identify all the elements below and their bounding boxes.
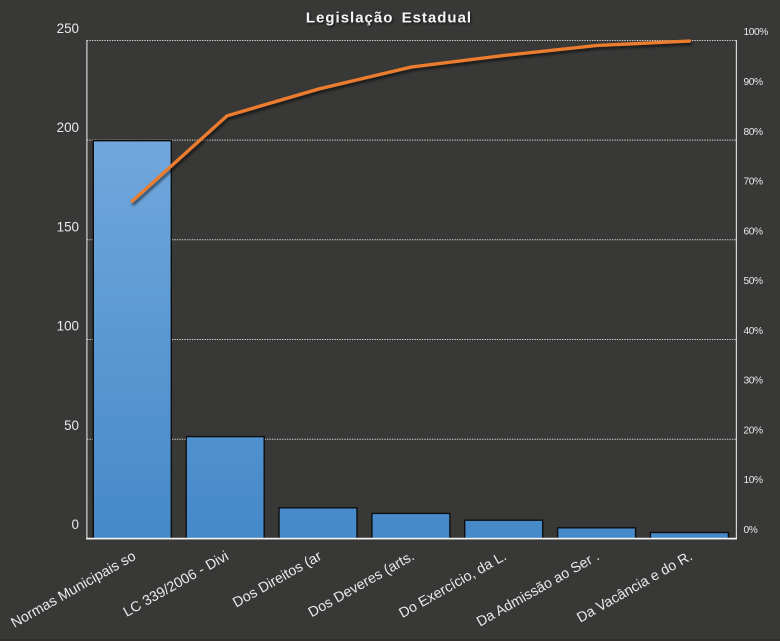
svg-text:50: 50 (64, 418, 79, 433)
svg-text:0: 0 (72, 517, 79, 532)
svg-text:90%: 90% (744, 77, 764, 88)
svg-text:50%: 50% (744, 276, 764, 287)
svg-text:40%: 40% (744, 326, 764, 337)
svg-text:0%: 0% (744, 525, 758, 536)
svg-text:80%: 80% (744, 127, 764, 138)
svg-text:10%: 10% (744, 475, 764, 486)
svg-text:Legislação Estadual: Legislação Estadual (306, 10, 472, 27)
svg-text:60%: 60% (744, 226, 764, 237)
svg-text:30%: 30% (744, 376, 764, 387)
svg-text:100%: 100% (744, 27, 769, 38)
svg-text:150: 150 (57, 219, 79, 234)
svg-text:70%: 70% (744, 177, 764, 188)
svg-text:200: 200 (57, 120, 79, 135)
svg-text:100: 100 (57, 319, 79, 334)
svg-text:20%: 20% (744, 425, 764, 436)
svg-text:250: 250 (57, 21, 79, 36)
